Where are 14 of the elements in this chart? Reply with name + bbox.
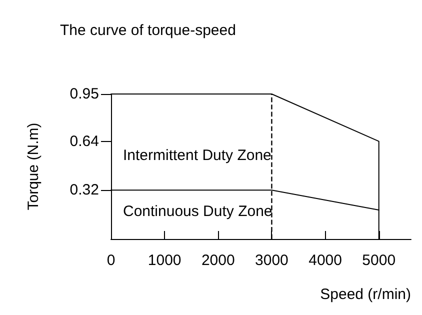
annotation: Continuous Duty Zone [123,203,272,220]
x-tick-label: 3000 [255,252,288,269]
x-axis-title: Speed (r/min) [320,286,411,303]
chart-title: The curve of torque-speed [60,22,236,39]
x-tick-label: 1000 [148,252,182,269]
x-tick-label: 5000 [362,252,396,269]
x-tick-label: 2000 [201,252,235,269]
y-tick-label: 0.95 [70,86,99,102]
annotation: Intermittent Duty Zone [123,147,272,164]
x-tick-label: 4000 [308,252,342,269]
x-tick-label: 0 [106,252,116,269]
y-axis-title: Torque (N.m) [25,122,42,210]
y-tick-label: 0.64 [70,132,99,150]
y-tick-label: 0.32 [70,182,99,199]
